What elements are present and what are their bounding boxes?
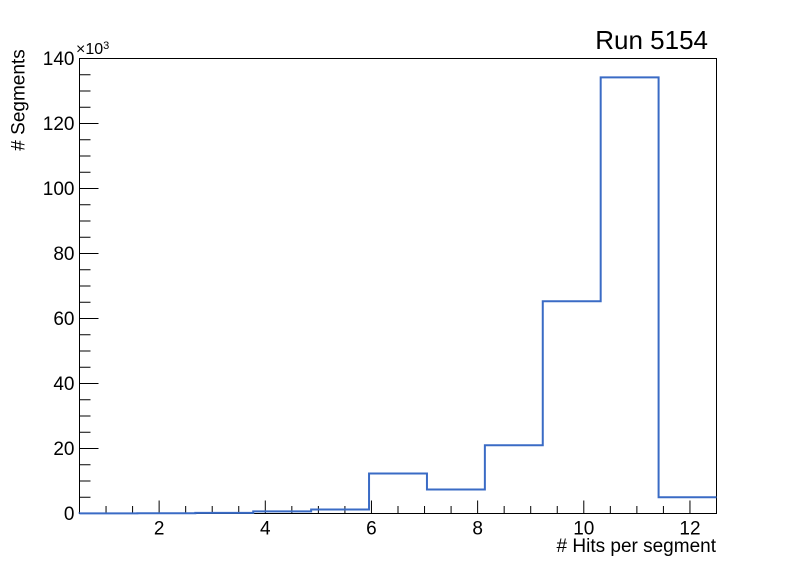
y-tick-label: 140 (43, 49, 75, 70)
x-tick-label: 12 (679, 519, 700, 540)
histogram-line (78, 76, 717, 515)
y-tick-label: 120 (43, 114, 75, 135)
y-tick-label: 100 (43, 179, 75, 200)
y-axis-exponent-base: ×10 (76, 41, 104, 58)
y-tick-label: 40 (53, 374, 74, 395)
y-axis: 0 20 40 60 80 100 120 140 (43, 49, 99, 525)
x-tick-label: 2 (154, 519, 165, 540)
y-tick-label: 20 (53, 439, 74, 460)
x-tick-label: 6 (366, 519, 377, 540)
y-tick-label: 60 (53, 309, 74, 330)
x-tick-label: 4 (260, 519, 271, 540)
y-axis-exponent: ×103 (76, 41, 109, 58)
x-axis-title: # Hits per segment (556, 536, 716, 557)
y-tick-label: 80 (53, 244, 74, 265)
y-tick-label: 0 (64, 504, 75, 525)
y-axis-exponent-power: 3 (103, 40, 110, 52)
x-tick-label: 10 (573, 519, 594, 540)
x-tick-label: 8 (472, 519, 483, 540)
x-axis: 2 4 6 8 10 12 (105, 500, 701, 540)
y-axis-title: # Segments (8, 49, 30, 151)
plot-title: Run 5154 (595, 25, 708, 55)
plot-frame (79, 58, 717, 514)
